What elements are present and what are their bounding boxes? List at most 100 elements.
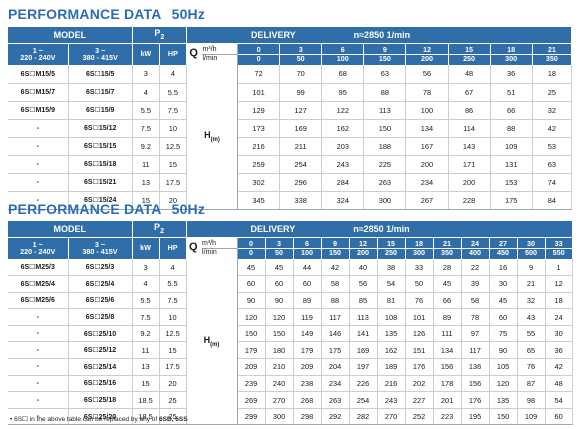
head-value: 75 [489,325,518,343]
table-row: -6S☐25/18 18.5 25 269 270 268 263 254 243 227 201 1… [8,391,573,409]
model-1ph: 6S☐M15/7 [8,83,69,102]
head-value: 90 [265,292,294,310]
head-value: 54 [545,391,573,409]
power-hp: 12.5 [159,137,187,156]
head-value: 243 [377,391,406,409]
q-header-10: 30 500 [517,237,546,259]
head-value: 81 [377,292,406,310]
q-header-5: 15 250 [377,237,406,259]
unit-label: m³/h l/min [200,43,239,65]
head-value: 89 [433,308,462,326]
section-title-1: PERFORMANCE DATA 50Hz [8,6,205,22]
head-value: 175 [490,191,533,210]
head-value: 120 [265,308,294,326]
power-kw: 13 [132,358,160,376]
head-value: 44 [293,259,322,277]
head-value: 179 [293,341,322,360]
power-hp: 15 [159,341,187,360]
head-value: 72 [237,65,281,84]
model-3ph: 6S☐15/24 [68,191,133,210]
head-value: 238 [293,375,322,393]
section-title-2: PERFORMANCE DATA 50Hz [8,201,205,217]
head-value: 302 [237,173,281,192]
model-header: MODEL [8,221,133,238]
head-value: 268 [293,391,322,409]
head-value: 150 [489,408,518,426]
model-1ph: - [8,191,69,210]
head-value: 204 [321,358,350,376]
head-value: 108 [377,308,406,326]
head-value: 120 [489,375,518,393]
power-kw: 13 [132,173,160,192]
head-value: 254 [279,155,323,174]
q-header-7: 21 350 [433,237,462,259]
power-hp: 4 [159,259,187,277]
head-value: 153 [490,173,533,192]
delivery-header: DELIVERY n≈2850 1/min [186,221,573,238]
head-value: 42 [321,259,350,277]
head-value: 176 [461,391,490,409]
head-value: 36 [490,65,533,84]
q-header-7: 21 350 [532,43,573,65]
head-value: 209 [237,358,266,376]
head-value: 223 [433,408,462,426]
table-row: -6S☐15/24 15 20 345 338 324 300 267 228 175 84 [8,191,573,210]
q-header-11: 33 550 [545,237,573,259]
power-kw: 4 [132,275,160,293]
q-header-4: 12 200 [405,43,449,65]
head-value: 33 [405,259,434,277]
head-value: 135 [377,325,406,343]
head-value: 179 [237,341,266,360]
model-1ph: 6S☐M15/5 [8,65,69,84]
model-1ph: 6S☐M25/3 [8,259,69,277]
title-text: PERFORMANCE DATA [8,201,162,217]
head-value: 58 [321,275,350,293]
head-value: 150 [363,119,407,138]
power-kw: 11 [132,341,160,360]
head-value: 58 [461,292,490,310]
head-value: 60 [293,275,322,293]
col-3ph-header: 3 ~380 - 415V [68,43,133,65]
head-value: 234 [405,173,449,192]
head-value: 9 [517,259,546,277]
model-1ph: - [8,325,69,343]
col-3ph-header: 3 ~380 - 415V [68,237,133,259]
head-value: 180 [265,341,294,360]
head-value: 171 [448,155,491,174]
col-1ph-header: 1 ~220 - 240V [8,43,69,65]
q-header-1: 3 50 [265,237,294,259]
power-hp: 5.5 [159,83,187,102]
head-value: 200 [405,155,449,174]
model-3ph: 6S☐25/4 [68,275,133,293]
head-value: 84 [532,191,573,210]
head-value: 156 [433,358,462,376]
head-value: 117 [321,308,350,326]
head-value: 134 [433,341,462,360]
model-3ph: 6S☐15/5 [68,65,133,84]
head-value: 200 [448,173,491,192]
head-value: 66 [433,292,462,310]
model-1ph: - [8,137,69,156]
head-value: 300 [265,408,294,426]
model-3ph: 6S☐25/10 [68,325,133,343]
head-value: 131 [490,155,533,174]
head-value: 48 [545,375,573,393]
head-value: 150 [265,325,294,343]
model-3ph: 6S☐15/18 [68,155,133,174]
head-value: 117 [461,341,490,360]
q-header-6: 18 300 [405,237,434,259]
power-kw: 9.2 [132,137,160,156]
head-value: 111 [433,325,462,343]
head-value: 270 [377,408,406,426]
head-value: 150 [237,325,266,343]
head-value: 99 [279,83,323,102]
table-row: 6S☐M25/6 6S☐25/6 5.5 7.5 90 90 89 88 85 81 76 66 58 4… [8,292,573,310]
power-kw: 7.5 [132,308,160,326]
model-3ph: 6S☐15/21 [68,173,133,192]
head-value: 254 [349,391,378,409]
head-value: 56 [405,65,449,84]
head-value: 101 [405,308,434,326]
head-value: 216 [237,137,281,156]
q-header-4: 12 200 [349,237,378,259]
